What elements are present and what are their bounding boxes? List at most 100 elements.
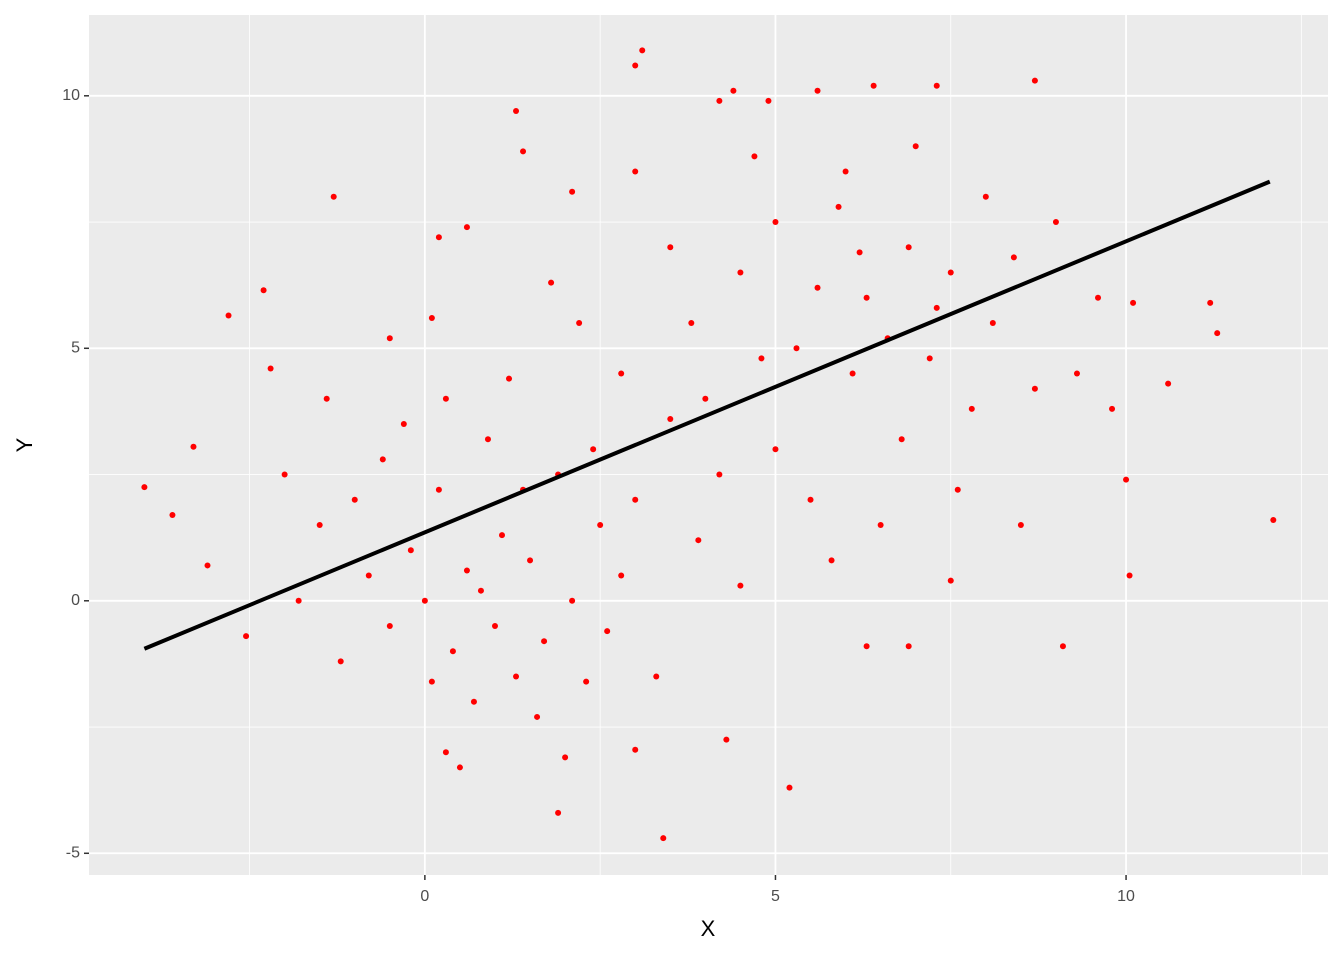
point — [1095, 294, 1102, 301]
point — [1126, 572, 1133, 579]
point — [225, 312, 232, 319]
x-axis-title: X — [701, 916, 716, 941]
point — [513, 107, 520, 114]
point — [281, 471, 288, 478]
point — [877, 522, 884, 529]
point — [1123, 476, 1130, 483]
point — [428, 314, 435, 321]
point — [1052, 219, 1059, 226]
point — [758, 355, 765, 362]
point — [597, 522, 604, 529]
point — [835, 203, 842, 210]
point — [590, 446, 597, 453]
point — [456, 764, 463, 771]
point — [435, 486, 442, 493]
point — [737, 269, 744, 276]
point — [330, 193, 337, 200]
point — [1214, 330, 1221, 337]
point — [323, 395, 330, 402]
point — [954, 486, 961, 493]
point — [639, 47, 646, 54]
point — [555, 809, 562, 816]
point — [499, 532, 505, 539]
point — [407, 547, 414, 554]
point — [484, 436, 491, 443]
point — [786, 784, 793, 791]
point — [583, 678, 590, 685]
point — [807, 496, 814, 503]
point — [926, 355, 933, 362]
point — [428, 678, 435, 685]
point — [863, 643, 870, 650]
y-tick-label: 10 — [62, 87, 80, 104]
point — [1059, 643, 1066, 650]
point — [814, 87, 821, 94]
point — [989, 320, 996, 327]
point — [1031, 77, 1038, 84]
point — [716, 97, 723, 104]
point — [548, 279, 555, 286]
point — [604, 628, 611, 635]
point — [449, 648, 456, 655]
point — [660, 835, 667, 842]
point — [772, 446, 779, 453]
panel — [89, 15, 1328, 875]
point — [569, 188, 576, 195]
point — [632, 746, 639, 753]
point — [751, 153, 758, 160]
point — [386, 623, 393, 630]
point — [190, 443, 197, 450]
point — [243, 633, 250, 640]
point — [267, 365, 274, 372]
point — [204, 562, 211, 569]
point — [695, 537, 702, 544]
point — [562, 754, 569, 761]
point — [618, 370, 625, 377]
y-tick-label: 0 — [71, 592, 80, 609]
point — [947, 269, 954, 276]
point — [513, 673, 520, 680]
point — [421, 597, 428, 604]
point — [527, 557, 534, 564]
point — [477, 587, 484, 594]
point — [1073, 370, 1080, 377]
point — [982, 193, 989, 200]
point — [541, 638, 548, 645]
point — [520, 148, 527, 155]
point — [1165, 380, 1172, 387]
point — [1017, 522, 1024, 529]
point — [793, 345, 800, 352]
point — [365, 572, 372, 579]
point — [1109, 405, 1116, 412]
y-tick-label: 5 — [71, 340, 80, 357]
point — [667, 244, 674, 251]
fit-line — [143, 179, 1271, 651]
point — [912, 143, 919, 150]
point — [863, 294, 870, 301]
point — [667, 415, 674, 422]
point — [632, 62, 639, 69]
x-tick-label: 5 — [771, 888, 780, 905]
point — [534, 713, 541, 720]
point — [828, 557, 835, 564]
point — [772, 219, 779, 226]
y-tick-label: -5 — [66, 845, 80, 862]
point — [765, 97, 772, 104]
point — [653, 673, 660, 680]
point — [576, 320, 583, 327]
point — [898, 436, 905, 443]
point — [933, 82, 940, 89]
point — [463, 567, 470, 574]
point — [933, 304, 940, 311]
y-axis-title: Y — [12, 437, 37, 452]
point — [632, 496, 639, 503]
point — [470, 698, 477, 705]
point — [905, 244, 912, 251]
point — [968, 405, 975, 412]
point — [169, 511, 176, 518]
point — [1207, 299, 1214, 306]
point — [351, 496, 358, 503]
point — [702, 395, 709, 402]
point — [379, 456, 386, 463]
